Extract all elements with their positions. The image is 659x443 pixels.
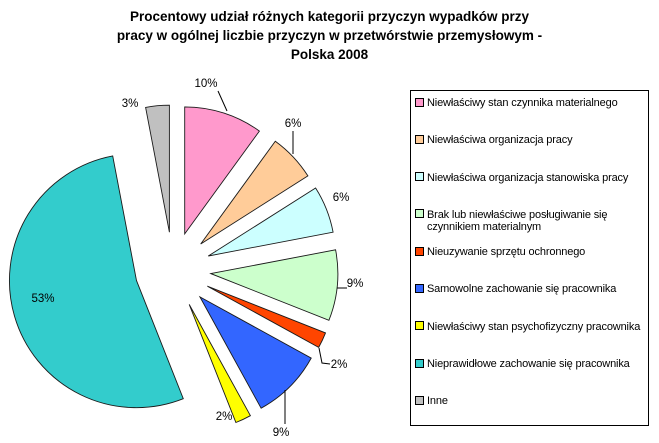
slice-percent-label-3: 6% bbox=[333, 192, 350, 204]
pie-slice-8 bbox=[8, 155, 184, 409]
chart-title-line-2: pracy w ogólnej liczbie przyczyn w przet… bbox=[116, 28, 543, 43]
legend-swatch-8 bbox=[415, 358, 424, 368]
pie-slice-6 bbox=[198, 295, 312, 409]
chart-title-line-3: Polska 2008 bbox=[290, 47, 369, 62]
legend: Niewłaściwy stan czynnika materialnego Ni… bbox=[410, 90, 649, 426]
legend-label-4: Brak lub niewłaściwe posługiwanie się cz… bbox=[427, 208, 608, 234]
pie-slice-4 bbox=[209, 249, 339, 321]
slice-percent-label-7: 2% bbox=[216, 411, 233, 423]
legend-label-9: Inne bbox=[427, 395, 448, 408]
chart-title: Procentowy udział różnych kategorii przy… bbox=[0, 7, 659, 64]
legend-swatch-2 bbox=[415, 134, 424, 144]
legend-item-2: Niewłaściwa organizacja pracy bbox=[415, 134, 647, 171]
legend-swatch-7 bbox=[415, 321, 424, 331]
slice-leader-line-5 bbox=[318, 347, 331, 365]
slice-leader-line-1 bbox=[217, 90, 228, 112]
chart-title-line-1: Procentowy udział różnych kategorii przy… bbox=[129, 9, 530, 24]
pie-slice-7 bbox=[188, 304, 252, 424]
slice-percent-label-4: 9% bbox=[347, 278, 364, 290]
legend-swatch-4 bbox=[415, 209, 424, 219]
legend-item-8: Nieprawidłowe zachowanie się pracownika bbox=[415, 358, 647, 395]
legend-item-5: Nieuzywanie sprzętu ochronnego bbox=[415, 246, 647, 283]
legend-item-6: Samowolne zachowanie się pracownika bbox=[415, 283, 647, 320]
slice-percent-label-1: 10% bbox=[194, 78, 217, 90]
legend-item-3: Niewłaściwa organizacja stanowiska pracy bbox=[415, 172, 647, 209]
legend-item-4: Brak lub niewłaściwe posługiwanie się cz… bbox=[415, 209, 647, 246]
legend-label-7: Niewłaściwy stan psychofizyczny pracowni… bbox=[427, 320, 641, 333]
legend-swatch-6 bbox=[415, 283, 424, 293]
slice-percent-label-2: 6% bbox=[285, 118, 302, 130]
legend-label-5: Nieuzywanie sprzętu ochronnego bbox=[427, 246, 586, 259]
legend-item-1: Niewłaściwy stan czynnika materialnego bbox=[415, 97, 647, 134]
slice-percent-label-5: 2% bbox=[331, 359, 348, 371]
legend-swatch-3 bbox=[415, 172, 424, 182]
legend-item-7: Niewłaściwy stan psychofizyczny pracowni… bbox=[415, 321, 647, 358]
legend-label-1: Niewłaściwy stan czynnika materialnego bbox=[427, 97, 618, 109]
pie-slice-5 bbox=[207, 285, 327, 349]
legend-label-2: Niewłaściwa organizacja pracy bbox=[427, 134, 573, 147]
legend-label-3: Niewłaściwa organizacja stanowiska pracy bbox=[427, 171, 629, 184]
slice-percent-label-8: 53% bbox=[31, 293, 54, 305]
pie-slice-3 bbox=[208, 187, 334, 257]
slice-percent-label-6: 9% bbox=[273, 427, 290, 439]
legend-swatch-1 bbox=[415, 97, 424, 107]
legend-swatch-5 bbox=[415, 246, 424, 256]
pie-slice-9 bbox=[145, 104, 170, 233]
legend-swatch-9 bbox=[415, 395, 424, 405]
legend-label-8: Nieprawidłowe zachowanie się pracownika bbox=[427, 358, 630, 371]
legend-item-9: Inne bbox=[415, 395, 647, 432]
slice-percent-label-9: 3% bbox=[122, 98, 139, 110]
pie-slice-1 bbox=[184, 106, 261, 236]
legend-label-6: Samowolne zachowanie się pracownika bbox=[427, 283, 617, 296]
pie-slice-2 bbox=[200, 140, 309, 245]
